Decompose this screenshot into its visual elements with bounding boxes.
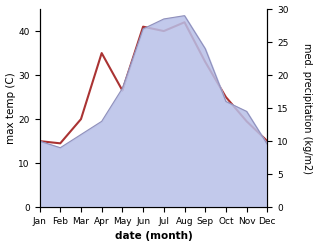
Y-axis label: max temp (C): max temp (C): [5, 72, 16, 144]
X-axis label: date (month): date (month): [114, 231, 192, 242]
Y-axis label: med. precipitation (kg/m2): med. precipitation (kg/m2): [302, 43, 313, 174]
